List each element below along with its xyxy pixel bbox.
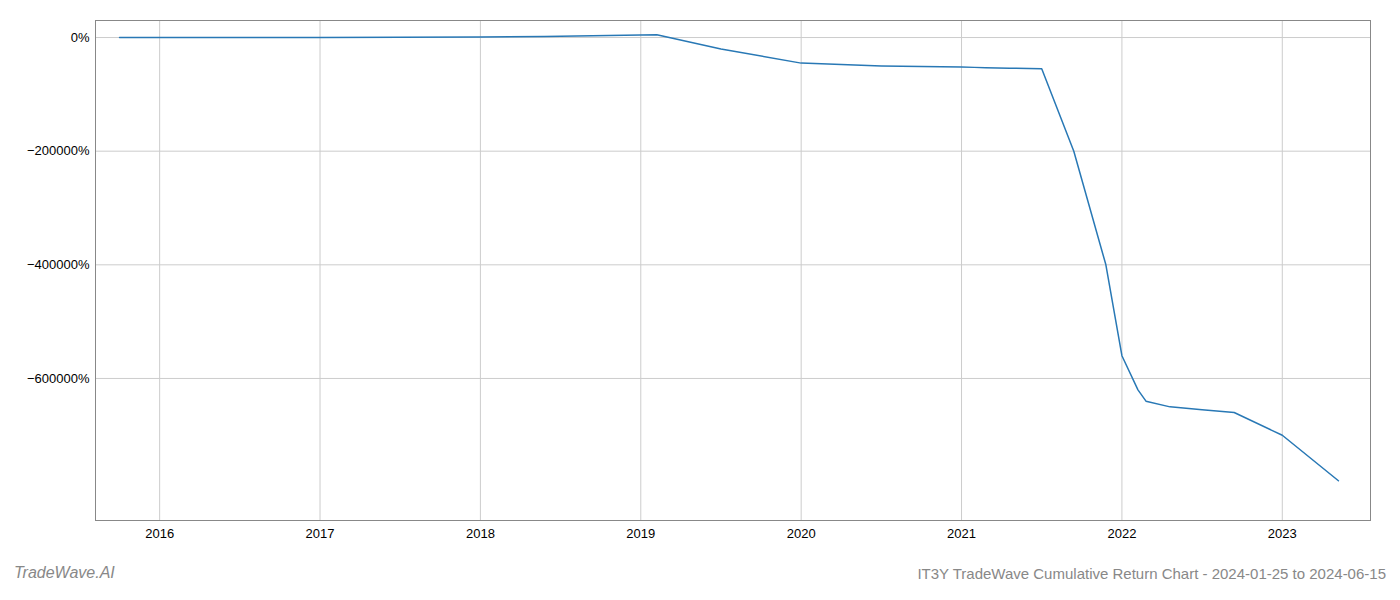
svg-text:2022: 2022: [1107, 526, 1136, 541]
svg-text:2021: 2021: [947, 526, 976, 541]
html-text:TradeWave.AI: TradeWave.AI: [14, 564, 115, 581]
svg-text:2016: 2016: [145, 526, 174, 541]
html-text:IT3Y TradeWave Cumulative Retu: IT3Y TradeWave Cumulative Return Chart -…: [917, 565, 1386, 582]
svg-text:−200000%: −200000%: [27, 143, 90, 158]
svg-text:2017: 2017: [306, 526, 335, 541]
svg-text:2023: 2023: [1268, 526, 1297, 541]
svg-text:−400000%: −400000%: [27, 257, 90, 272]
svg-text:2018: 2018: [466, 526, 495, 541]
svg-text:0%: 0%: [71, 30, 90, 45]
svg-text:2020: 2020: [787, 526, 816, 541]
svg-text:2019: 2019: [626, 526, 655, 541]
svg-text:−600000%: −600000%: [27, 371, 90, 386]
